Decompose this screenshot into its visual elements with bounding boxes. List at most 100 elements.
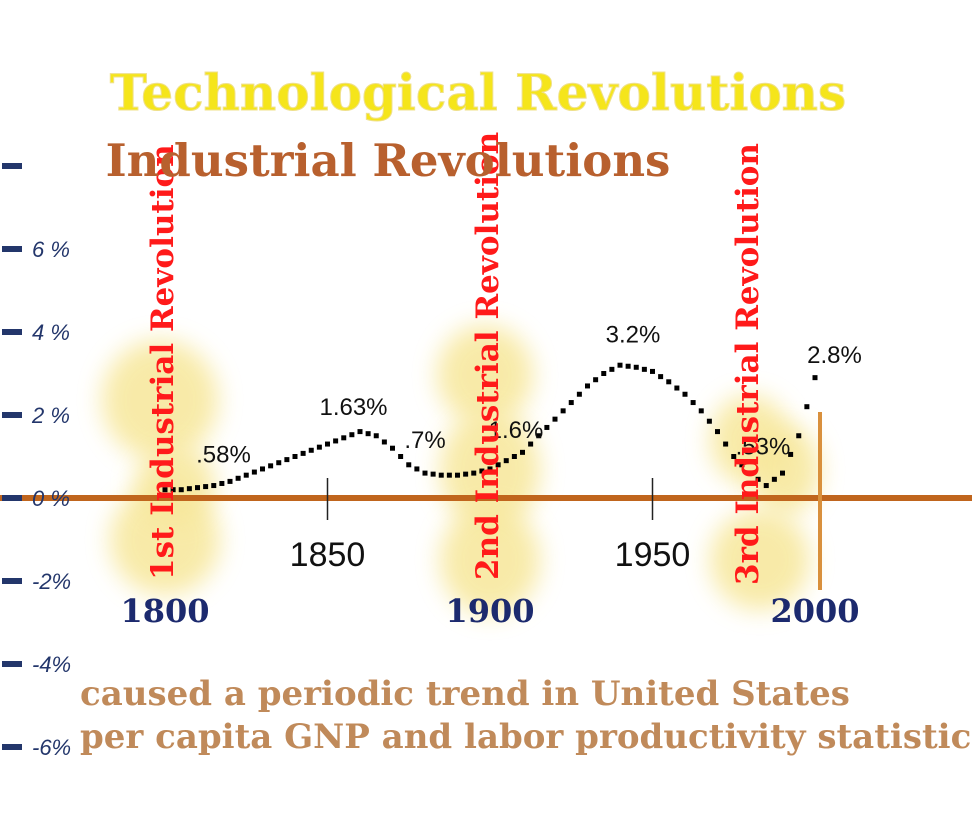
series-point <box>455 472 460 478</box>
series-point <box>284 457 290 463</box>
series-point <box>715 429 720 435</box>
series-point <box>243 472 249 478</box>
series-point <box>495 462 501 468</box>
y-tick-dash <box>2 412 22 418</box>
series-point <box>788 451 794 457</box>
series-point <box>576 391 582 397</box>
y-tick-dash <box>2 246 22 252</box>
series-point <box>390 445 395 451</box>
series-point <box>479 468 485 474</box>
series-point <box>430 471 436 477</box>
series-point <box>373 433 379 439</box>
series-point <box>763 483 769 489</box>
series-point <box>471 470 477 476</box>
series-point <box>414 466 420 472</box>
y-tick-dash <box>2 744 22 750</box>
series-point <box>381 439 387 445</box>
revolution-label: 2nd Industrial Revolution <box>470 132 506 580</box>
series-point <box>674 385 680 391</box>
series-point <box>666 379 672 385</box>
glow-patch <box>102 340 218 460</box>
series-point <box>357 429 363 435</box>
x-tick-label: 1900 <box>445 592 534 630</box>
series-point <box>365 431 371 437</box>
glow-highlights <box>102 325 820 615</box>
y-tick-dash <box>2 578 22 584</box>
series-point <box>186 486 192 492</box>
revolution-label: 1st Industrial Revolution <box>145 144 181 580</box>
series-point <box>308 447 314 453</box>
series-point <box>706 418 712 424</box>
y-tick-label: 0 % <box>32 486 70 511</box>
series-point <box>544 424 550 430</box>
series-point <box>633 364 639 370</box>
glow-patch <box>710 510 810 610</box>
series-point <box>227 478 233 484</box>
series-point <box>276 460 282 466</box>
series-point <box>593 377 599 383</box>
data-label: .58% <box>196 442 251 469</box>
x-tick-label: 1950 <box>615 536 691 574</box>
series-point <box>292 454 298 459</box>
series-point <box>487 466 493 472</box>
series-point <box>438 472 444 478</box>
glow-patch <box>437 325 533 425</box>
y-tick-label: 6 % <box>32 237 70 262</box>
series-point <box>520 449 525 455</box>
series-point <box>747 470 753 476</box>
series-point <box>536 433 542 439</box>
data-label: 3.2% <box>606 321 661 348</box>
series-point <box>771 476 777 482</box>
series-point <box>211 483 217 489</box>
series-point <box>446 472 452 478</box>
x-tick-label: 1800 <box>120 592 209 630</box>
series-point <box>406 462 412 468</box>
series-point <box>601 371 607 376</box>
series-point <box>268 463 274 469</box>
series-point <box>682 391 688 397</box>
series-point <box>560 408 566 414</box>
series-point <box>235 475 241 481</box>
y-tick-label: -2% <box>32 569 71 594</box>
series-point <box>658 374 664 380</box>
series-point <box>251 469 257 475</box>
series-point <box>463 471 469 477</box>
glow-patch <box>750 425 820 515</box>
series-point <box>731 454 737 459</box>
y-tick-label: -6% <box>32 735 71 760</box>
data-label: .7% <box>404 427 445 454</box>
series-point <box>422 470 428 476</box>
series-point <box>641 366 647 372</box>
series-point <box>755 476 761 482</box>
series-point <box>804 404 810 410</box>
revolution-labels: 1st Industrial Revolution 2nd Industrial … <box>145 132 766 585</box>
orange-marker <box>818 412 822 590</box>
series-point <box>503 458 509 464</box>
series-point <box>170 487 176 493</box>
revolution-label: 3rd Industrial Revolution <box>730 143 766 585</box>
data-label: 2.8% <box>807 342 862 369</box>
series-point <box>812 375 818 381</box>
series-point <box>178 487 184 493</box>
series-point <box>609 366 615 372</box>
y-tick-dash <box>2 495 22 501</box>
series-point <box>698 408 704 414</box>
series-point <box>195 485 200 491</box>
glow-patch <box>440 505 540 615</box>
series-dots <box>162 362 818 493</box>
series-point <box>625 363 631 369</box>
series-point <box>552 416 558 422</box>
series-point <box>796 433 802 439</box>
data-label: 1.6% <box>489 417 544 444</box>
data-label: .53% <box>736 433 791 460</box>
series-point <box>739 462 745 468</box>
series-point <box>325 441 330 447</box>
series-point <box>300 450 306 456</box>
series-point <box>568 400 574 406</box>
series-point <box>780 470 785 476</box>
series-point <box>349 432 355 438</box>
series-point <box>723 441 729 447</box>
series-point <box>219 480 225 486</box>
chart-title: Technological Revolutions <box>110 63 846 122</box>
